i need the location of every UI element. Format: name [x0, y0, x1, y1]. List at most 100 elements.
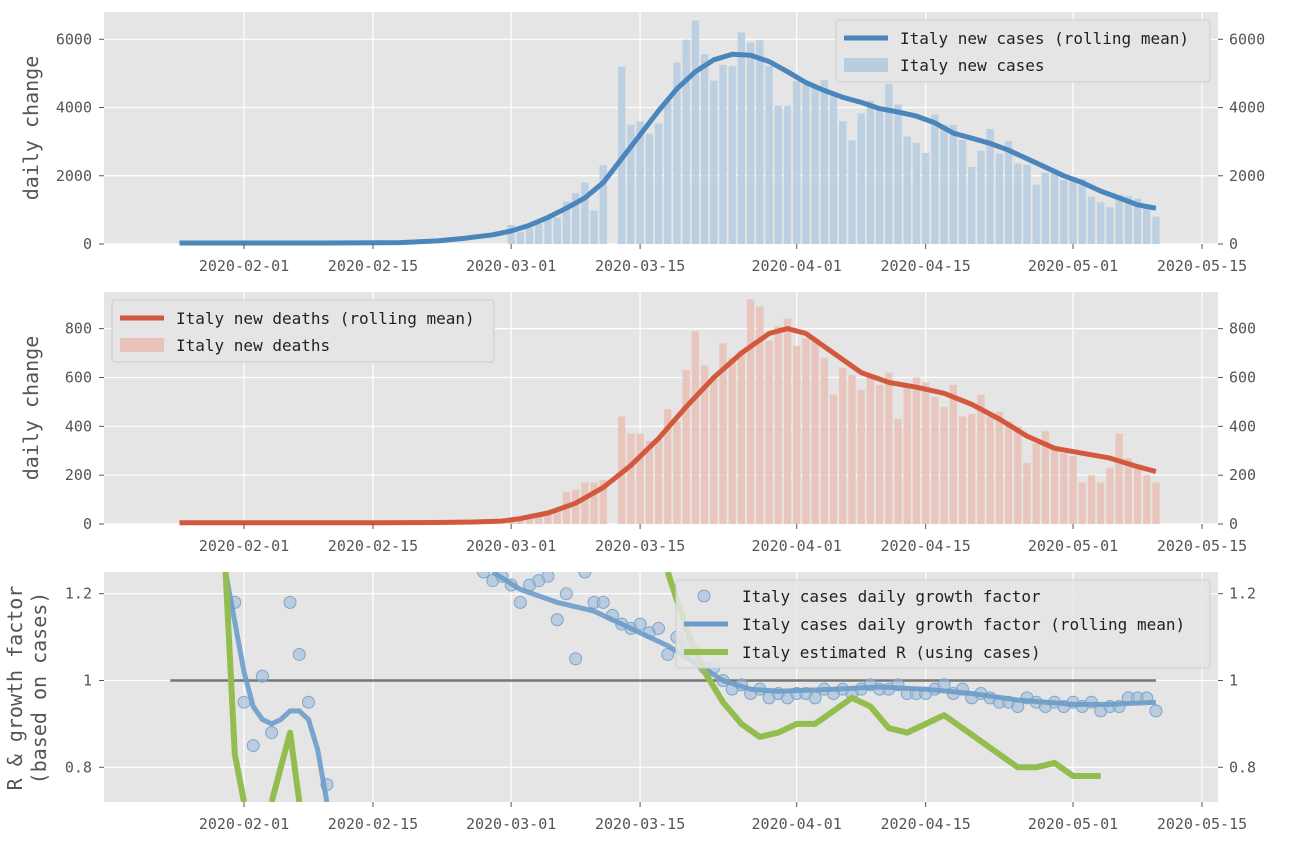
growth-factor-point — [246, 739, 260, 753]
bar — [1143, 207, 1151, 244]
bar — [571, 193, 580, 244]
bar — [940, 406, 948, 524]
bar — [1004, 421, 1013, 524]
bar — [986, 129, 994, 244]
bar — [1124, 196, 1132, 244]
bar — [820, 80, 829, 244]
bar — [654, 438, 663, 524]
bar — [590, 210, 598, 244]
estimated-r-line — [664, 572, 1101, 779]
growth-factor-point — [578, 572, 592, 579]
bar — [811, 338, 819, 524]
bar — [1087, 475, 1096, 524]
bar — [737, 32, 746, 245]
bar — [1106, 207, 1114, 244]
bar — [940, 124, 948, 244]
y-tick-label-left: 0.8 — [65, 758, 92, 776]
bar — [719, 64, 727, 244]
x-tick-label: 2020-05-15 — [1157, 537, 1247, 555]
bar — [1096, 202, 1105, 244]
bar — [1096, 482, 1105, 524]
bar — [700, 53, 709, 244]
x-tick-label: 2020-02-01 — [199, 257, 289, 275]
bar — [654, 123, 663, 244]
bar — [1106, 467, 1114, 524]
bar — [1152, 216, 1160, 244]
bar — [599, 480, 607, 524]
bar — [1014, 426, 1022, 524]
bar — [839, 121, 847, 244]
bar — [737, 350, 746, 524]
bar — [590, 482, 598, 524]
bar — [829, 394, 838, 524]
legend-swatch-deaths-bars — [120, 338, 164, 352]
growth-factor-point — [477, 572, 490, 579]
growth-factor-point — [265, 726, 279, 740]
bar — [793, 80, 801, 244]
bar — [1023, 164, 1031, 244]
y-tick-label-left: 400 — [65, 417, 92, 435]
y-tick-label-right: 1.2 — [1229, 585, 1256, 603]
y-tick-label-left: 6000 — [56, 30, 92, 48]
bar — [746, 299, 755, 524]
legend-label-deaths-rolling: Italy new deaths (rolling mean) — [176, 309, 475, 328]
bar — [1078, 482, 1086, 524]
cases-legend: Italy new cases (rolling mean) Italy new… — [835, 19, 1211, 83]
bar — [1014, 163, 1022, 244]
growth-factor-point — [301, 695, 315, 709]
x-tick-label: 2020-02-15 — [328, 537, 418, 555]
bar — [986, 416, 994, 524]
bar — [866, 375, 875, 524]
bar — [710, 377, 718, 524]
bar — [765, 65, 773, 244]
bar — [691, 331, 700, 524]
legend-swatch-cases-bars — [844, 58, 888, 72]
x-tick-label: 2020-02-01 — [199, 815, 289, 833]
growth-factor-point — [1149, 704, 1163, 718]
legend-label-cases-bars: Italy new cases — [900, 56, 1045, 75]
bar — [1124, 458, 1132, 524]
x-tick-label: 2020-02-01 — [199, 537, 289, 555]
bar — [885, 83, 893, 244]
bar — [636, 433, 644, 524]
bar — [571, 489, 580, 524]
bar — [783, 105, 792, 244]
bar — [921, 382, 930, 524]
bar — [673, 62, 681, 245]
y-tick-label-left: 600 — [65, 368, 92, 386]
bar — [921, 152, 930, 244]
y-tick-label-right: 1 — [1229, 671, 1238, 689]
bar — [1032, 184, 1040, 244]
bar — [525, 516, 534, 524]
bar — [710, 80, 718, 244]
bar — [1069, 455, 1077, 524]
growth-factor-point — [255, 669, 269, 683]
bar — [1050, 172, 1059, 244]
bar — [1115, 194, 1123, 244]
rolling-mean-line — [179, 326, 1157, 526]
bar — [995, 153, 1004, 244]
bar — [875, 109, 884, 244]
growth-factor-point — [283, 595, 297, 609]
bar — [820, 357, 829, 524]
x-tick-label: 2020-04-01 — [752, 815, 842, 833]
bar — [1133, 465, 1142, 524]
bar — [958, 139, 967, 244]
bar — [627, 433, 635, 524]
bar — [507, 224, 515, 244]
y-tick-label-right: 800 — [1229, 320, 1256, 338]
bar — [774, 326, 782, 524]
cases-y-label: daily change — [19, 56, 43, 201]
bar — [894, 104, 902, 244]
bar — [995, 411, 1004, 524]
x-tick-label: 2020-02-15 — [328, 257, 418, 275]
bar — [1050, 445, 1059, 524]
bar — [774, 105, 782, 244]
bar — [544, 217, 552, 244]
x-tick-label: 2020-05-01 — [1028, 815, 1118, 833]
bar — [848, 140, 856, 244]
bar — [811, 87, 819, 244]
cases-panel: 2020-02-01 2020-02-15 2020-03-01 2020-03-15… — [19, 12, 1265, 275]
growth-factor-point — [569, 652, 583, 666]
bar — [977, 150, 985, 244]
